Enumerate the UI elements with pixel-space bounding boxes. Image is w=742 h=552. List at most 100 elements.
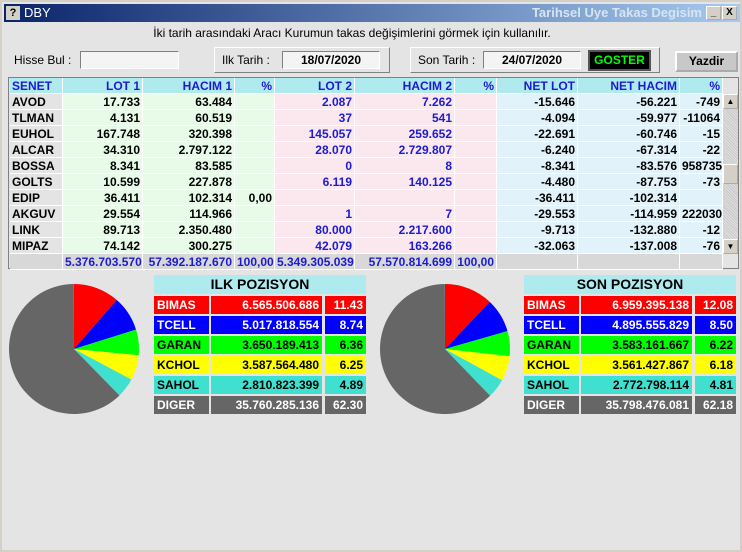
position-pct: 8.50 xyxy=(695,316,736,334)
position-name: BIMAS xyxy=(524,296,579,314)
column-header-hacim2[interactable]: HACIM 2 xyxy=(355,78,455,94)
scroll-up-icon[interactable]: ▲ xyxy=(723,94,738,109)
cell-pct2 xyxy=(455,174,497,190)
cell-lot2: 6.119 xyxy=(275,174,355,190)
pie-slice-tcell xyxy=(445,301,508,349)
column-header-pct1[interactable]: % xyxy=(235,78,275,94)
pie-slice-diger xyxy=(8,284,120,414)
cell-net-hacim: -56.221 xyxy=(578,94,680,110)
cell-pct1 xyxy=(235,94,275,110)
cell-senet: AKGUV xyxy=(10,206,63,222)
cell-lot2: 42.079 xyxy=(275,238,355,254)
cell-net-lot: -8.341 xyxy=(497,158,578,174)
end-date-group xyxy=(410,47,660,73)
position-value: 4.895.555.829 xyxy=(581,316,692,334)
cell-lot1: 167.748 xyxy=(63,126,143,142)
pie-slice-diger xyxy=(380,284,491,414)
cell-senet: EUHOL xyxy=(10,126,63,142)
cell-net-pct: -749 xyxy=(680,94,723,110)
scroll-thumb[interactable] xyxy=(723,164,738,184)
cell-hacim2: 7 xyxy=(355,206,455,222)
position-value: 3.561.427.867 xyxy=(581,356,692,374)
print-button[interactable]: Yazdir xyxy=(675,51,738,72)
pie-slice-sahol xyxy=(74,349,132,396)
position-value: 6.959.395.138 xyxy=(581,296,692,314)
cell-lot1: 17.733 xyxy=(63,94,143,110)
cell-lot1: 36.411 xyxy=(63,190,143,206)
cell-net-lot: -29.553 xyxy=(497,206,578,222)
cell-net-hacim: -67.314 xyxy=(578,142,680,158)
position-value: 2.810.823.399 xyxy=(211,376,322,394)
help-icon[interactable]: ? xyxy=(6,6,20,20)
cell-net-pct xyxy=(680,190,723,206)
cell-net-lot: -15.646 xyxy=(497,94,578,110)
cell-lot1: 34.310 xyxy=(63,142,143,158)
column-header-lot2[interactable]: LOT 2 xyxy=(275,78,355,94)
cell-hacim1: 102.314 xyxy=(143,190,235,206)
vertical-scrollbar[interactable]: ▲ ▼ xyxy=(723,94,738,254)
cell-net-hacim: -114.959 xyxy=(578,206,680,222)
cell-net-pct: -11064 xyxy=(680,110,723,126)
window-subtitle: Tarihsel Uye Takas Degisim xyxy=(531,5,702,20)
cell-hacim1: 60.519 xyxy=(143,110,235,126)
cell-hacim2: 2.217.600 xyxy=(355,222,455,238)
total-senet xyxy=(10,254,63,270)
position-value: 35.798.476.081 xyxy=(581,396,692,414)
total-lot1: 5.376.703.570 xyxy=(63,254,143,270)
cell-hacim1: 227.878 xyxy=(143,174,235,190)
cell-pct2 xyxy=(455,94,497,110)
position-value: 3.583.161.667 xyxy=(581,336,692,354)
cell-net-hacim: -102.314 xyxy=(578,190,680,206)
ilk-pozisyon-pie-chart xyxy=(8,284,140,414)
cell-lot2: 0 xyxy=(275,158,355,174)
total-net-hacim xyxy=(578,254,680,270)
cell-lot1: 8.341 xyxy=(63,158,143,174)
cell-hacim1: 2.350.480 xyxy=(143,222,235,238)
position-name: KCHOL xyxy=(154,356,209,374)
start-date-input[interactable]: 18/07/2020 xyxy=(282,51,380,69)
cell-senet: BOSSA xyxy=(10,158,63,174)
column-header-senet[interactable]: SENET xyxy=(10,78,63,94)
column-header-net-pct[interactable]: % xyxy=(680,78,723,94)
pie-slice-garan xyxy=(74,329,140,356)
search-input[interactable] xyxy=(80,51,179,69)
position-name: SAHOL xyxy=(524,376,579,394)
start-date-group xyxy=(214,47,390,73)
position-pct: 6.25 xyxy=(325,356,366,374)
column-header-net-hacim[interactable]: NET HACIM xyxy=(578,78,680,94)
position-pct: 8.74 xyxy=(325,316,366,334)
position-pct: 62.18 xyxy=(695,396,736,414)
cell-pct1 xyxy=(235,158,275,174)
cell-senet: EDIP xyxy=(10,190,63,206)
close-button[interactable]: X xyxy=(722,6,737,20)
pie-slice-garan xyxy=(445,331,510,357)
column-header-pct2[interactable]: % xyxy=(455,78,497,94)
son-pozisyon-pie-chart xyxy=(380,284,510,414)
cell-net-pct: -15 xyxy=(680,126,723,142)
cell-pct2 xyxy=(455,158,497,174)
position-value: 3.650.189.413 xyxy=(211,336,322,354)
minimize-button[interactable]: _ xyxy=(706,6,721,20)
cell-senet: AVOD xyxy=(10,94,63,110)
position-pct: 6.18 xyxy=(695,356,736,374)
cell-net-lot: -9.713 xyxy=(497,222,578,238)
column-header-net-lot[interactable]: NET LOT xyxy=(497,78,578,94)
show-button[interactable]: GOSTER xyxy=(588,50,651,71)
cell-lot2: 28.070 xyxy=(275,142,355,158)
scroll-down-icon[interactable]: ▼ xyxy=(723,239,738,254)
cell-pct2 xyxy=(455,190,497,206)
column-header-lot1[interactable]: LOT 1 xyxy=(63,78,143,94)
cell-hacim1: 63.484 xyxy=(143,94,235,110)
total-hacim2: 57.570.814.699 xyxy=(355,254,455,270)
position-name: BIMAS xyxy=(154,296,209,314)
column-header-hacim1[interactable]: HACIM 1 xyxy=(143,78,235,94)
cell-senet: MIPAZ xyxy=(10,238,63,254)
position-value: 6.565.506.686 xyxy=(211,296,322,314)
end-date-input[interactable]: 24/07/2020 xyxy=(483,51,581,69)
position-pct: 4.89 xyxy=(325,376,366,394)
position-name: KCHOL xyxy=(524,356,579,374)
position-name: GARAN xyxy=(524,336,579,354)
cell-pct1 xyxy=(235,174,275,190)
cell-senet: ALCAR xyxy=(10,142,63,158)
total-pct2: 100,00 xyxy=(455,254,497,270)
